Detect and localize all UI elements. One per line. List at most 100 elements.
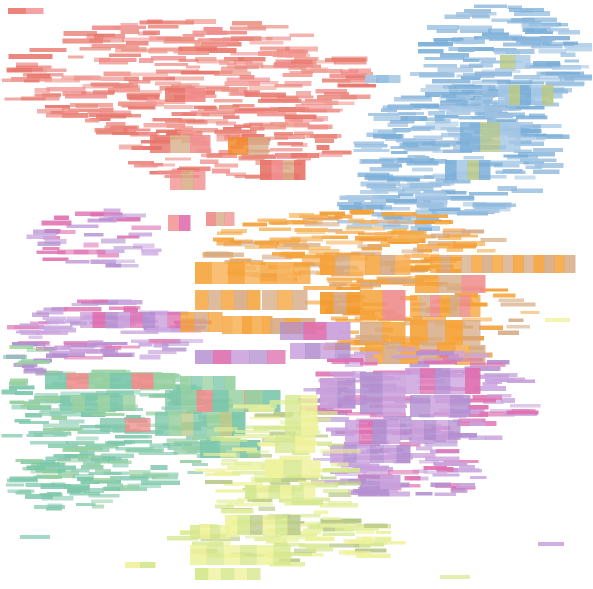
orange-cluster-label bbox=[500, 302, 536, 307]
teal-cluster-label bbox=[86, 462, 101, 468]
orange-cluster-label bbox=[308, 249, 340, 254]
red-cluster-label bbox=[112, 132, 139, 136]
blue-cluster-label bbox=[456, 74, 483, 78]
lime-cluster-label bbox=[234, 434, 274, 439]
red-cluster-label bbox=[249, 40, 284, 45]
purple-cluster-label bbox=[83, 233, 104, 237]
teal-cluster-label bbox=[22, 364, 35, 368]
orange-cluster-label bbox=[274, 245, 309, 250]
purple-cluster-label bbox=[487, 360, 510, 365]
orange-cluster-label bbox=[216, 240, 242, 246]
purple-cluster-heading bbox=[450, 368, 466, 394]
red-cluster-label bbox=[61, 108, 80, 112]
red-cluster-label bbox=[223, 115, 240, 119]
blue-cluster-label bbox=[381, 108, 397, 112]
red-cluster-heading bbox=[170, 135, 191, 153]
red-cluster-label bbox=[182, 33, 205, 38]
lime-cluster-label bbox=[297, 480, 325, 484]
blue-cluster-label bbox=[505, 129, 542, 133]
red-cluster-label bbox=[228, 91, 252, 96]
orange-cluster-heading bbox=[543, 255, 555, 273]
blue-cluster-label bbox=[545, 81, 585, 86]
lime-cluster-heading bbox=[237, 515, 251, 535]
red-cluster-label bbox=[103, 71, 131, 77]
purple-cluster-label bbox=[419, 460, 439, 464]
blue-cluster-label bbox=[517, 36, 556, 42]
orange-cluster-label bbox=[442, 231, 471, 236]
purple-cluster-label bbox=[103, 214, 127, 219]
red-cluster-label bbox=[331, 56, 368, 62]
purple-cluster-label bbox=[469, 362, 506, 367]
lime-cluster-label bbox=[322, 532, 356, 537]
teal-cluster-label bbox=[84, 443, 113, 448]
teal-cluster-label bbox=[91, 412, 125, 417]
purple-cluster-label bbox=[54, 345, 71, 351]
red-cluster-label bbox=[248, 80, 279, 85]
purple-cluster-label bbox=[344, 362, 363, 368]
orange-cluster-label bbox=[294, 227, 328, 232]
purple-cluster-label bbox=[357, 467, 393, 472]
teal-cluster-heading bbox=[110, 395, 123, 411]
blue-cluster-label bbox=[464, 208, 500, 213]
teal-cluster-label bbox=[73, 488, 90, 492]
purple-cluster-label bbox=[472, 395, 503, 401]
orange-cluster-label bbox=[349, 346, 368, 351]
blue-cluster-label bbox=[494, 164, 520, 168]
blue-cluster-heading bbox=[509, 85, 521, 105]
blue-cluster-label bbox=[370, 197, 396, 203]
orange-cluster-label bbox=[212, 237, 234, 242]
red-cluster-label bbox=[178, 82, 200, 87]
purple-cluster-label bbox=[432, 473, 460, 477]
orange-cluster-heading bbox=[420, 295, 431, 317]
purple-cluster-label bbox=[330, 371, 356, 375]
lime-cluster-label bbox=[258, 506, 275, 511]
lime-cluster-heading bbox=[301, 395, 318, 435]
purple-cluster-heading bbox=[305, 343, 321, 359]
red-cluster-label bbox=[243, 89, 260, 94]
orange-cluster-heading bbox=[461, 275, 486, 293]
blue-cluster-label bbox=[534, 28, 570, 32]
blue-cluster-label bbox=[442, 179, 471, 184]
blue-cluster-heading bbox=[542, 85, 554, 105]
red-cluster-label bbox=[177, 51, 210, 55]
blue-cluster-label bbox=[406, 161, 439, 166]
blue-cluster-label bbox=[396, 139, 436, 143]
purple-cluster-label bbox=[313, 458, 330, 461]
purple-cluster-label bbox=[131, 225, 162, 230]
blue-cluster-label bbox=[381, 134, 401, 139]
orange-cluster-heading bbox=[440, 255, 452, 273]
teal-cluster-label bbox=[44, 431, 71, 435]
purple-cluster-label bbox=[48, 350, 74, 354]
orange-cluster-heading bbox=[194, 312, 209, 332]
lime-cluster-heading bbox=[140, 562, 156, 568]
purple-cluster-label bbox=[470, 421, 486, 426]
blue-cluster-label bbox=[415, 192, 447, 198]
lime-cluster-label bbox=[298, 497, 330, 502]
red-cluster-label bbox=[68, 108, 101, 113]
purple-cluster-heading bbox=[303, 322, 328, 340]
red-cluster-heading bbox=[185, 88, 206, 102]
red-cluster-label bbox=[150, 47, 184, 52]
purple-cluster-label bbox=[435, 467, 454, 471]
purple-cluster-heading bbox=[117, 312, 131, 328]
blue-cluster-label bbox=[397, 175, 434, 180]
blue-cluster-label bbox=[460, 40, 476, 45]
red-cluster-label bbox=[63, 30, 97, 36]
lime-cluster-label bbox=[221, 462, 252, 466]
orange-cluster-label bbox=[480, 237, 507, 243]
red-cluster-label bbox=[206, 153, 238, 158]
blue-cluster-label bbox=[471, 15, 491, 19]
teal-cluster-label bbox=[40, 407, 76, 413]
orange-cluster-label bbox=[431, 233, 450, 238]
purple-cluster-label bbox=[310, 479, 345, 485]
red-cluster-heading bbox=[8, 8, 26, 14]
red-cluster-label bbox=[34, 88, 50, 93]
orange-cluster-heading bbox=[221, 290, 235, 310]
teal-cluster-label bbox=[79, 451, 95, 456]
red-cluster-label bbox=[23, 73, 64, 77]
red-cluster-label bbox=[163, 40, 201, 44]
teal-cluster-label bbox=[187, 470, 204, 474]
blue-cluster-label bbox=[463, 58, 480, 62]
red-cluster-label bbox=[215, 108, 234, 114]
blue-cluster-label bbox=[434, 119, 451, 124]
